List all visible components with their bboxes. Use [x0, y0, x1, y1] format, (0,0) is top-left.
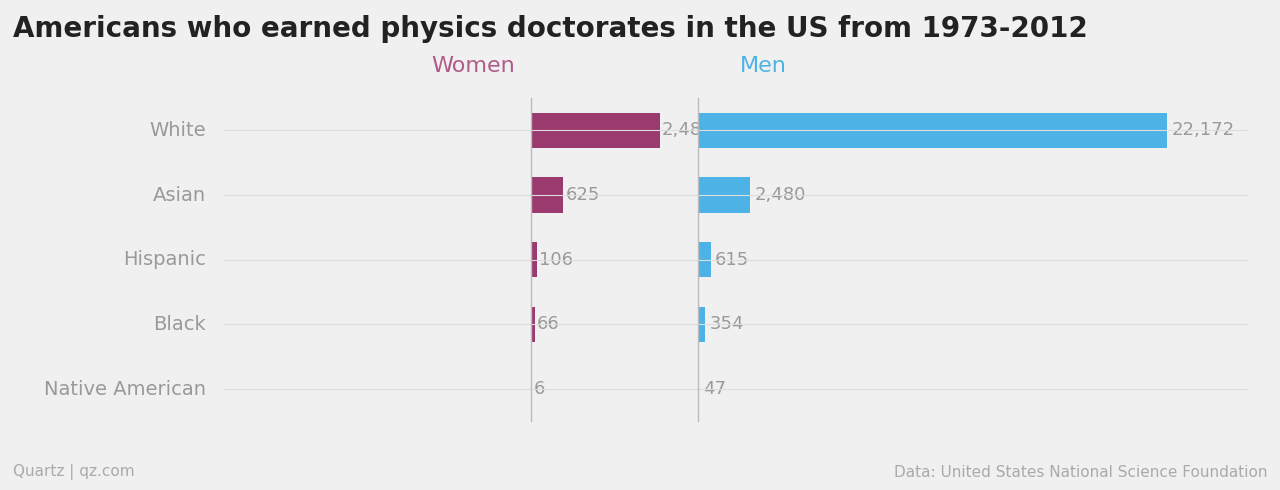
Text: Black: Black: [154, 315, 206, 334]
Text: Native American: Native American: [44, 380, 206, 398]
Text: Women: Women: [431, 56, 516, 76]
Bar: [698, 177, 750, 213]
Text: 106: 106: [539, 251, 572, 269]
Text: 66: 66: [536, 316, 559, 333]
Text: 354: 354: [709, 316, 744, 333]
Bar: [531, 307, 535, 342]
Bar: [698, 307, 705, 342]
Text: Hispanic: Hispanic: [123, 250, 206, 269]
Text: Quartz | qz.com: Quartz | qz.com: [13, 464, 134, 480]
Text: 615: 615: [714, 251, 749, 269]
Text: 22,172: 22,172: [1171, 122, 1234, 139]
Text: Asian: Asian: [152, 186, 206, 204]
Text: Men: Men: [740, 56, 787, 76]
Text: 2,488: 2,488: [662, 122, 713, 139]
Bar: [531, 177, 563, 213]
Text: 625: 625: [566, 186, 600, 204]
Text: White: White: [150, 121, 206, 140]
Text: 6: 6: [534, 380, 545, 398]
Text: Americans who earned physics doctorates in the US from 1973-2012: Americans who earned physics doctorates …: [13, 15, 1088, 43]
Bar: [531, 113, 659, 148]
Text: 2,480: 2,480: [754, 186, 805, 204]
Text: Data: United States National Science Foundation: Data: United States National Science Fou…: [893, 465, 1267, 480]
Text: 47: 47: [703, 380, 726, 398]
Bar: [531, 242, 536, 277]
Bar: [698, 113, 1167, 148]
Bar: [698, 242, 710, 277]
